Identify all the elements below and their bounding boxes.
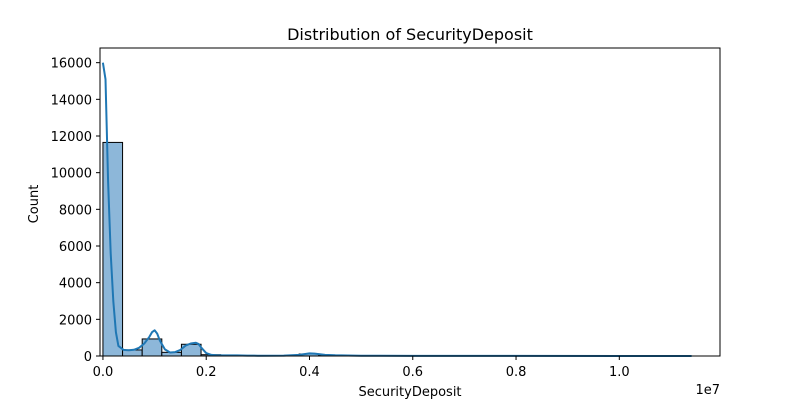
y-tick-label-4: 8000 xyxy=(59,203,92,218)
axes-frame xyxy=(99,47,721,357)
x-axis-offset-label: 1e7 xyxy=(695,383,720,398)
x-tick-label-3: 0.6 xyxy=(402,365,423,380)
x-tick-label-4: 0.8 xyxy=(506,365,527,380)
y-tick-label-6: 12000 xyxy=(51,130,92,145)
y-tick-label-5: 10000 xyxy=(51,167,92,182)
x-axis-label: SecurityDeposit xyxy=(358,385,461,400)
y-axis-label: Count xyxy=(27,185,42,224)
x-tick-label-5: 1.0 xyxy=(609,365,630,380)
y-tick-label-1: 2000 xyxy=(59,313,92,328)
y-tick-label-3: 6000 xyxy=(59,240,92,255)
x-tick-label-0: 0.0 xyxy=(93,365,114,380)
y-tick-label-0: 0 xyxy=(84,350,92,365)
x-tick-label-2: 0.4 xyxy=(299,365,320,380)
x-tick-label-1: 0.2 xyxy=(196,365,217,380)
y-tick-label-7: 14000 xyxy=(51,93,92,108)
plot-area: 0.0 0.2 0.4 0.6 0.8 1.0 0 2000 4000 6000 8000 10000… xyxy=(51,47,721,380)
y-tick-label-8: 16000 xyxy=(51,57,92,72)
chart-title: Distribution of SecurityDeposit xyxy=(287,25,533,44)
y-tick-label-2: 4000 xyxy=(59,277,92,292)
kde-line xyxy=(101,62,692,357)
histogram-bar-0 xyxy=(102,141,124,357)
